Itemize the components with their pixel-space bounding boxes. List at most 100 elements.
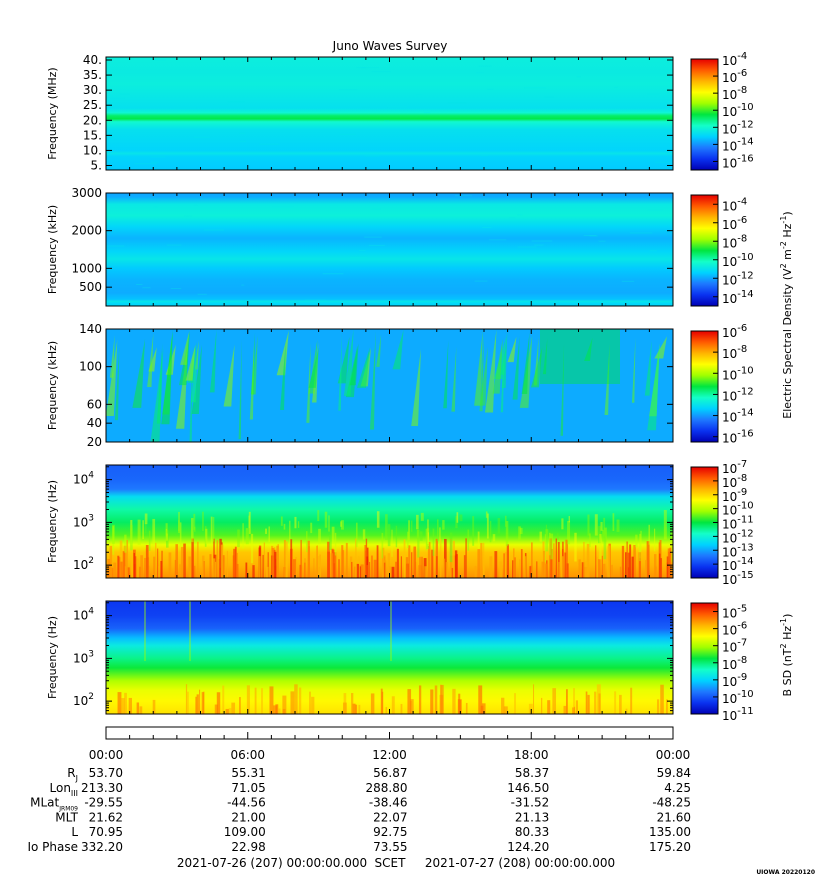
y-tick-label: 15. [83, 128, 102, 142]
ephemeris-row: RJ 53.70 55.31 56.87 58.37 59.84 [67, 766, 691, 783]
y-axis-label-5: Frequency (Hz) [46, 616, 59, 699]
colorbar-tick-label: 10-7 [722, 638, 747, 655]
ephemeris-row: MLT 21.62 21.00 22.07 21.13 21.60 [55, 810, 691, 824]
y-tick-label: 500 [79, 280, 102, 294]
colorbar-tick-label: 10-8 [722, 655, 747, 672]
colorbar-tick-label: 10-4 [722, 51, 747, 68]
colorbar-4: 10-710-810-910-1010-1110-1210-1310-1410-… [690, 459, 754, 587]
panel-1: 5.10.15.20.25.30.35.40. Frequency (MHz) [46, 53, 674, 172]
y-tick-label: 20. [83, 113, 102, 127]
colorbar-tick-label: 10-4 [722, 196, 747, 213]
y-tick-label: 3000 [71, 186, 102, 200]
y-tick-label: 103 [73, 513, 94, 529]
colorbar-tick-label: 10-6 [722, 68, 747, 85]
y-tick-label: 25. [83, 98, 102, 112]
spectrogram-panels: 5.10.15.20.25.30.35.40. Frequency (MHz) 50… [46, 53, 674, 715]
time-tick-label: 06:00 [230, 748, 265, 762]
electric-spectral-density-label: Electric Spectral Density (V2 m-2 Hz-1) [779, 211, 794, 418]
colorbar-tick-label: 10-16 [722, 429, 754, 446]
colorbar-tick-label: 10-14 [722, 289, 754, 306]
magnetic-spectral-density-label: B SD (nT2 Hz-1) [779, 614, 794, 697]
ephemeris-value: 56.87 [373, 766, 407, 780]
y-tick-label: 102 [73, 692, 94, 708]
y-tick-label: 30. [83, 83, 102, 97]
y-axis-label-3: Frequency (kHz) [46, 341, 59, 430]
ephemeris-value: 213.30 [81, 781, 123, 795]
colorbar-tick-label: 10-6 [722, 215, 747, 232]
panel-2: 500 1000 2000 3000 Frequency (kHz) [46, 186, 674, 307]
panel-4: 102 103 104 Frequency (Hz) [46, 464, 674, 579]
colorbar-tick-label: 10-11 [722, 706, 754, 723]
ephemeris-value: 109.00 [224, 825, 266, 839]
ephemeris-value: 55.31 [231, 766, 265, 780]
colorbar-tick-label: 10-14 [722, 136, 754, 153]
ephemeris-value: -48.25 [652, 796, 691, 810]
ephemeris-value: 80.33 [515, 825, 549, 839]
colorbar-tick-label: 10-10 [722, 365, 754, 382]
credit-label: UIOWA 20220120 [756, 869, 815, 876]
ephemeris-value: 70.95 [89, 825, 123, 839]
ephemeris-row: LonIII 213.30 71.05 288.80 146.50 4.25 [50, 781, 692, 798]
ephemeris-value: 71.05 [231, 781, 265, 795]
spectrogram-1 [106, 57, 673, 170]
time-tick-label: 00:00 [89, 748, 124, 762]
colorbar-tick-label: 10-8 [722, 233, 747, 250]
colorbar-tick-label: 10-12 [722, 386, 754, 403]
ephemeris-value: -44.56 [227, 796, 266, 810]
y-axis-label-2: Frequency (kHz) [46, 205, 59, 294]
y-axis-label-4: Frequency (Hz) [46, 480, 59, 563]
colorbars: 10-410-610-810-1010-1210-1410-1610-410-6… [690, 51, 754, 723]
ephemeris-label: RJ [67, 766, 78, 783]
footer-end-time: 2021-07-27 (208) 00:00:00.000 [425, 856, 615, 870]
ephemeris-row: Io Phase 332.20 22.98 73.55 124.20 175.20 [27, 840, 691, 854]
y-tick-label: 60 [87, 397, 102, 411]
ephemeris-value: 92.75 [373, 825, 407, 839]
colorbar-tick-label: 10-14 [722, 408, 754, 425]
footer-scet-label: SCET [375, 856, 407, 870]
colorbar-tick-label: 10-10 [722, 102, 754, 119]
ephemeris-value: 21.60 [657, 810, 691, 824]
ephemeris-value: 22.07 [373, 810, 407, 824]
spectrogram-5 [106, 601, 673, 714]
y-tick-label: 2000 [71, 224, 102, 238]
y-tick-label: 104 [73, 607, 94, 623]
figure-title: Juno Waves Survey [332, 39, 448, 53]
spectrogram-3 [106, 329, 673, 442]
ephemeris-value: 332.20 [81, 840, 123, 854]
spectrogram-texture-5 [117, 601, 668, 714]
ephemeris-value: 124.20 [507, 840, 549, 854]
ephemeris-value: 21.00 [231, 810, 265, 824]
colorbar-tick-label: 10-10 [722, 689, 754, 706]
spectrogram-texture-1 [109, 59, 673, 165]
ephemeris-row: MLatJRM09 -29.55 -44.56 -38.46 -31.52 -48.25 [30, 796, 691, 813]
spectrogram-texture-4 [107, 510, 673, 578]
colorbar-tick-label: 10-15 [722, 570, 754, 587]
ephemeris-label: Io Phase [27, 840, 78, 854]
colorbar-tick-label: 10-5 [722, 604, 747, 621]
ephemeris-value: 21.62 [89, 810, 123, 824]
y-tick-label: 5. [91, 158, 102, 172]
ephemeris-value: 146.50 [507, 781, 549, 795]
ephemeris-label: MLT [55, 810, 78, 824]
ephemeris-value: 73.55 [373, 840, 407, 854]
y-tick-label: 1000 [71, 261, 102, 275]
y-tick-label: 100 [79, 360, 102, 374]
ephemeris-value: 53.70 [89, 766, 123, 780]
colorbar-tick-label: 10-12 [722, 270, 754, 287]
colorbar-tick-label: 10-12 [722, 119, 754, 136]
y-tick-label: 140 [79, 322, 102, 336]
colorbar-tick-label: 10-9 [722, 672, 747, 689]
time-axis: 00:00 06:00 12:00 18:00 00:00 [89, 726, 690, 762]
colorbar-tick-label: 10-8 [722, 344, 747, 361]
ephemeris-label: L [71, 825, 78, 839]
colorbar-tick-label: 10-8 [722, 85, 747, 102]
y-tick-label: 40 [87, 416, 102, 430]
y-tick-label: 10. [83, 143, 102, 157]
y-tick-label: 103 [73, 649, 94, 665]
ephemeris-value: -38.46 [369, 796, 408, 810]
ephemeris-table: RJ 53.70 55.31 56.87 58.37 59.84 LonIII 213.30 7… [27, 766, 691, 854]
